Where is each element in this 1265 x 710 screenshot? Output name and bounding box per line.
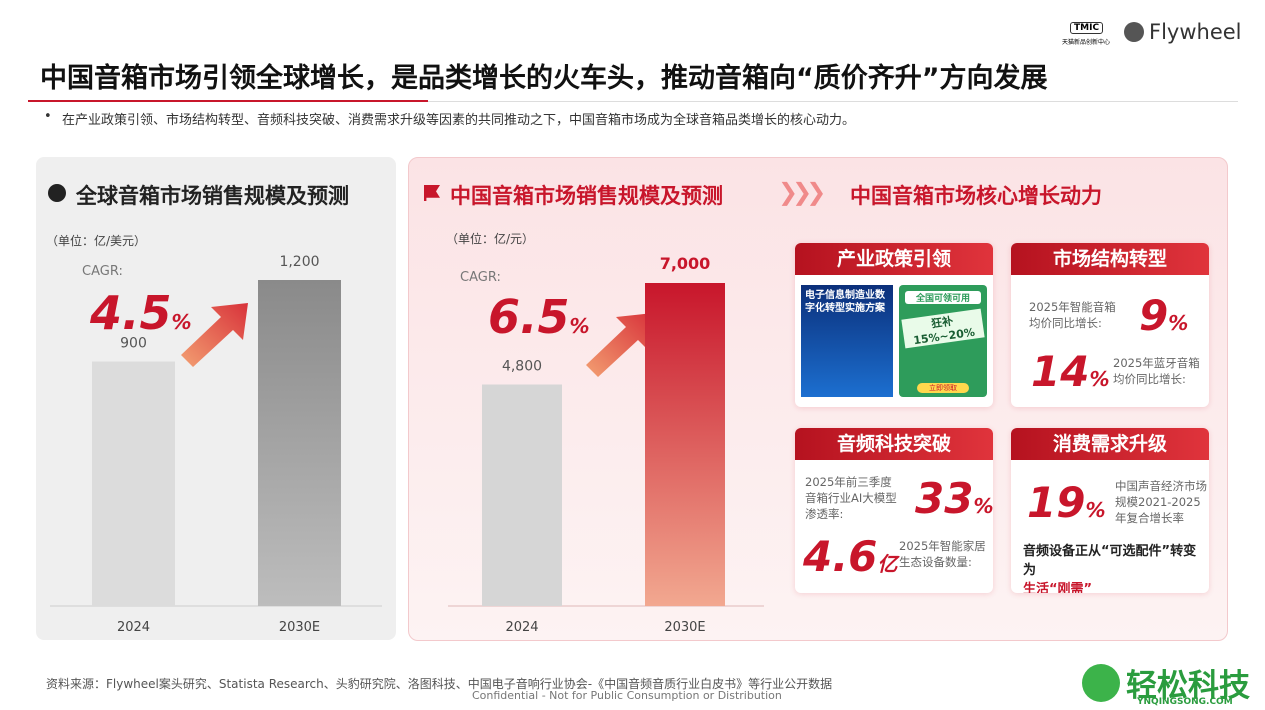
chart-title: 全球音箱市场销售规模及预测 xyxy=(76,184,349,208)
stat-value: 4.6 xyxy=(803,532,878,581)
chart-left: 900 2024 1,200 2030E xyxy=(50,254,382,635)
bar xyxy=(92,361,175,606)
x-tick-label: 2024 xyxy=(505,620,538,635)
value-label: 900 xyxy=(120,336,147,352)
cagr-value: 4.5 xyxy=(90,286,172,340)
stat-value: 14 xyxy=(1031,347,1090,396)
logo: Flywheel xyxy=(1149,20,1242,44)
source: 资料来源：Flywheel案头研究、Statista Research、头豹研究… xyxy=(46,677,833,691)
arrow xyxy=(181,303,248,367)
value-label: 4,800 xyxy=(502,359,542,375)
stat-unit: 亿 xyxy=(877,552,898,576)
cagr-unit: % xyxy=(171,310,192,334)
cagr-value: 6.5 xyxy=(488,290,570,344)
stat-unit: % xyxy=(1085,498,1106,522)
card-title: 市场结构转型 xyxy=(1011,243,1209,275)
x-tick-label: 2024 xyxy=(117,620,150,635)
stat: 14% xyxy=(1031,347,1110,396)
stat-desc: 2025年智能音箱均价同比增长: xyxy=(1029,300,1116,330)
chart-right: 4,800 2024 7,000 2030E xyxy=(448,254,764,635)
stat-unit: % xyxy=(973,494,993,518)
card-tech: 音频科技突破 2025年前三季度音箱行业AI大模型渗透率: 33% 4.6亿 2… xyxy=(795,428,993,593)
stat: 33% xyxy=(915,474,993,523)
drivers-title: 中国音箱市场核心增长动力 xyxy=(850,184,1102,208)
cagr: 6.5% xyxy=(488,290,590,344)
watermark-icon xyxy=(1082,664,1120,702)
bullet: 在产业政策引领、市场结构转型、音频科技突破、消费需求升级等因素的共同推动之下，中… xyxy=(62,113,856,128)
flag-icon xyxy=(424,185,440,201)
logo-caption: 天猫新品创新中心 xyxy=(1062,39,1111,46)
stat-unit: % xyxy=(1089,367,1110,391)
card-policy: 产业政策引领 电子信息制造业数字化转型实施方案 全国可领可用 狂补15%~20%… xyxy=(795,243,993,407)
title-rule xyxy=(28,100,428,102)
unit: （单位：亿/元） xyxy=(446,232,535,246)
note-em: 生活“刚需” xyxy=(1023,582,1093,593)
card-market: 市场结构转型 2025年智能音箱均价同比增长: 9% 14% 2025年蓝牙音箱… xyxy=(1011,243,1209,407)
cagr-label: CAGR: xyxy=(460,270,501,285)
note: 音频设备正从“可选配件”转变为生活“刚需” xyxy=(1023,542,1203,593)
cagr-label: CAGR: xyxy=(82,264,123,279)
stat-unit: % xyxy=(1168,311,1189,335)
watermark: 轻松科技 xyxy=(1126,668,1250,704)
subsidy-mid: 狂补15%~20% xyxy=(901,308,985,349)
bar xyxy=(645,283,725,606)
bullet-dot: • xyxy=(44,109,52,124)
stat-desc: 中国声音经济市场规模2021-2025年复合增长率 xyxy=(1115,479,1207,525)
note-text: 音频设备正从“可选配件”转变为 xyxy=(1023,544,1197,578)
title: 中国音箱市场引领全球增长，是品类增长的火车头，推动音箱向“质价齐升”方向发展 xyxy=(40,63,1048,94)
unit: （单位：亿/美元） xyxy=(46,234,147,248)
globe-icon xyxy=(48,184,66,202)
x-tick-label: 2030E xyxy=(279,620,320,635)
x-tick-label: 2030E xyxy=(664,620,705,635)
watermark-url: YNQINGSONG.COM xyxy=(1137,697,1233,707)
arrow xyxy=(586,313,653,377)
value-label: 1,200 xyxy=(279,254,319,270)
policy-image: 电子信息制造业数字化转型实施方案 xyxy=(801,285,893,397)
stat: 19% xyxy=(1027,478,1106,527)
confidential: Confidential - Not for Public Consumptio… xyxy=(472,689,782,702)
cagr-unit: % xyxy=(569,314,590,338)
subsidy-btn: 立即领取 xyxy=(917,383,969,393)
bar xyxy=(482,384,562,606)
stat-value: 9 xyxy=(1139,291,1169,340)
title-rule-grey xyxy=(428,100,1238,102)
stat-desc: 2025年智能家居生态设备数量: xyxy=(899,539,986,569)
value-label: 7,000 xyxy=(660,254,711,273)
stat-value: 33 xyxy=(915,474,974,523)
logo-small: TMIC xyxy=(1070,22,1104,34)
chart-title: 中国音箱市场销售规模及预测 xyxy=(450,184,723,208)
card-title: 消费需求升级 xyxy=(1011,428,1209,460)
card-demand: 消费需求升级 19% 中国声音经济市场规模2021-2025年复合增长率 音频设… xyxy=(1011,428,1209,593)
chevrons: ❯❯❯ xyxy=(778,178,826,206)
bar xyxy=(258,280,341,606)
card-title: 音频科技突破 xyxy=(795,428,993,460)
cagr: 4.5% xyxy=(90,286,192,340)
stat: 9% xyxy=(1139,291,1188,340)
stat-desc: 2025年蓝牙音箱均价同比增长: xyxy=(1113,356,1200,386)
stat: 4.6亿 xyxy=(803,532,897,581)
subsidy-top: 全国可领可用 xyxy=(905,291,981,304)
stat-value: 19 xyxy=(1027,478,1086,527)
subsidy-image: 全国可领可用 狂补15%~20% 立即领取 xyxy=(899,285,987,397)
stat-desc: 2025年前三季度音箱行业AI大模型渗透率: xyxy=(805,475,897,521)
logo-icon xyxy=(1124,22,1144,42)
card-title: 产业政策引领 xyxy=(795,243,993,275)
